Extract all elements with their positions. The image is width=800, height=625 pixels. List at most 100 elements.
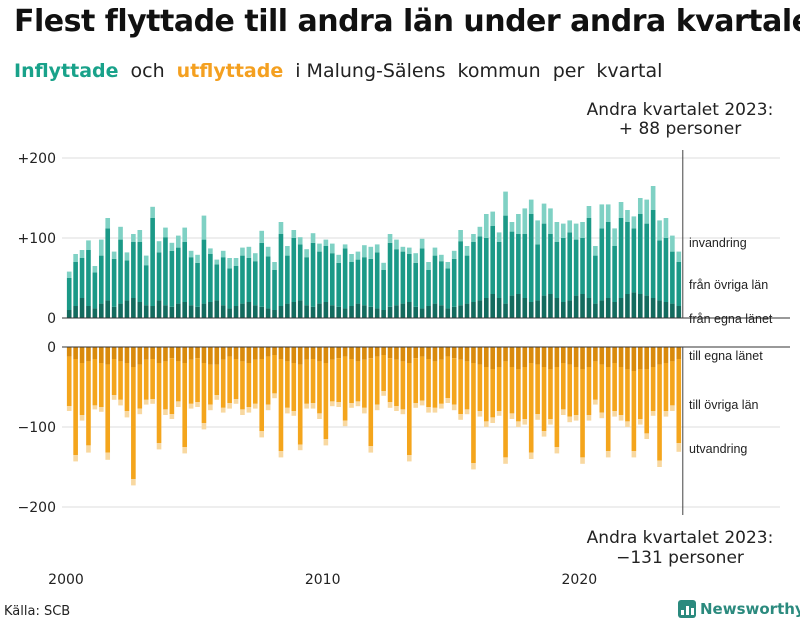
bar-inflow-segment xyxy=(323,246,329,302)
bar-outflow-segment xyxy=(618,415,624,421)
bar-inflow-segment xyxy=(560,223,566,238)
bar-inflow-segment xyxy=(522,298,528,318)
bar-outflow-segment xyxy=(593,361,598,400)
series-label: invandring xyxy=(689,236,747,250)
bar-inflow-segment xyxy=(111,251,117,259)
bar-outflow-segment xyxy=(297,347,303,365)
bar-inflow-segment xyxy=(137,242,143,302)
bar-inflow-segment xyxy=(413,253,419,263)
bar-inflow-segment xyxy=(541,295,547,318)
bar-outflow-segment xyxy=(73,359,78,455)
bar-outflow-segment xyxy=(98,363,104,407)
bar-outflow-segment xyxy=(381,347,386,355)
bar-inflow-segment xyxy=(554,298,560,318)
newsworthy-icon xyxy=(678,600,696,618)
bar-inflow-segment xyxy=(252,305,258,318)
bar-inflow-segment xyxy=(265,256,271,309)
bar-inflow-segment xyxy=(541,203,547,224)
bar-outflow-segment xyxy=(631,371,637,451)
bar-outflow-segment xyxy=(516,421,521,427)
bar-inflow-segment xyxy=(156,241,162,253)
bar-inflow-segment xyxy=(426,306,431,318)
bar-outflow-segment xyxy=(66,356,72,407)
bar-inflow-segment xyxy=(676,262,682,306)
bar-inflow-segment xyxy=(490,211,496,226)
bar-outflow-segment xyxy=(516,369,521,422)
bar-outflow-segment xyxy=(124,411,130,418)
bar-inflow-segment xyxy=(304,305,309,318)
bar-inflow-segment xyxy=(214,264,220,301)
bar-outflow-segment xyxy=(169,414,175,419)
bar-outflow-segment xyxy=(188,359,194,404)
bar-outflow-segment xyxy=(676,443,682,452)
bar-outflow-segment xyxy=(73,347,78,359)
bar-inflow-segment xyxy=(169,306,175,318)
bar-outflow-segment xyxy=(118,361,123,400)
bar-outflow-segment xyxy=(458,347,463,360)
bar-inflow-segment xyxy=(137,302,143,318)
bar-outflow-segment xyxy=(657,364,662,461)
bar-inflow-segment xyxy=(362,257,367,306)
bar-inflow-segment xyxy=(535,244,540,301)
bar-inflow-segment xyxy=(528,214,534,302)
x-tick-label: 2010 xyxy=(305,572,341,588)
bar-outflow-segment xyxy=(631,451,637,458)
bar-inflow-segment xyxy=(131,298,136,318)
bar-inflow-segment xyxy=(451,306,457,318)
bar-outflow-segment xyxy=(79,415,85,421)
y-tick-label-top: +100 xyxy=(18,231,56,247)
bar-inflow-segment xyxy=(394,249,399,306)
y-tick-label-bottom: −100 xyxy=(18,420,56,436)
bar-inflow-segment xyxy=(657,220,662,241)
bar-inflow-segment xyxy=(182,227,188,242)
bar-outflow-segment xyxy=(426,407,431,413)
bar-outflow-segment xyxy=(297,444,303,451)
bar-outflow-segment xyxy=(246,347,252,363)
bar-inflow-segment xyxy=(317,243,322,252)
bar-inflow-segment xyxy=(605,204,611,222)
bar-inflow-segment xyxy=(233,306,239,318)
bar-inflow-segment xyxy=(92,308,98,318)
bar-inflow-segment xyxy=(240,247,245,256)
bar-inflow-segment xyxy=(419,308,425,318)
bar-outflow-segment xyxy=(150,347,155,359)
bar-outflow-segment xyxy=(496,347,502,367)
bar-outflow-segment xyxy=(342,420,348,427)
bar-inflow-segment xyxy=(554,242,560,298)
bar-outflow-segment xyxy=(612,411,617,417)
bar-inflow-segment xyxy=(503,215,508,304)
bar-outflow-segment xyxy=(451,404,457,411)
bar-inflow-segment xyxy=(573,239,579,296)
bar-inflow-segment xyxy=(208,302,213,318)
bar-inflow-segment xyxy=(195,306,200,318)
y-tick-label-top: 0 xyxy=(47,311,56,327)
bar-outflow-segment xyxy=(240,361,245,410)
bar-inflow-segment xyxy=(567,220,573,233)
bar-outflow-segment xyxy=(663,347,669,363)
bar-outflow-segment xyxy=(618,347,624,367)
bar-outflow-segment xyxy=(131,347,136,367)
bar-outflow-segment xyxy=(227,403,232,409)
bar-inflow-segment xyxy=(445,262,451,269)
bar-inflow-segment xyxy=(458,230,463,242)
bar-outflow-segment xyxy=(560,347,566,363)
bar-inflow-segment xyxy=(336,262,342,307)
bar-inflow-segment xyxy=(605,222,611,298)
bar-inflow-segment xyxy=(150,218,155,306)
bar-inflow-segment xyxy=(541,223,547,296)
bar-outflow-segment xyxy=(304,359,309,404)
bar-outflow-segment xyxy=(535,364,540,415)
bar-inflow-segment xyxy=(631,216,637,229)
bar-inflow-segment xyxy=(195,262,200,307)
y-tick-label-bottom: 0 xyxy=(47,340,56,356)
bar-outflow-segment xyxy=(445,347,451,357)
bar-inflow-segment xyxy=(464,255,470,304)
subtitle-and: och xyxy=(130,60,165,82)
y-tick-label-top: +200 xyxy=(18,151,56,167)
bar-inflow-segment xyxy=(477,236,483,301)
bar-inflow-segment xyxy=(400,251,406,304)
bar-inflow-segment xyxy=(156,300,162,318)
bar-outflow-segment xyxy=(323,347,329,363)
bar-outflow-segment xyxy=(317,347,322,362)
bar-outflow-segment xyxy=(291,363,297,411)
